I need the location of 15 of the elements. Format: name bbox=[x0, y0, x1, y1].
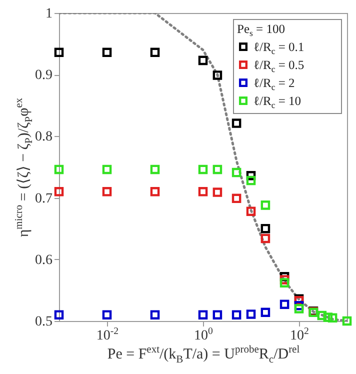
legend-label: ℓ/R$_{c}$ = 10 bbox=[254, 94, 302, 110]
legend-title: Pe$_{s}$ = 100 bbox=[237, 22, 285, 38]
y-tick-label: 0.9 bbox=[35, 68, 52, 84]
legend-label: ℓ/R$_{c}$ = 0.5 bbox=[254, 58, 304, 74]
x-tick-label: 10$^{2}$ bbox=[290, 326, 310, 344]
x-tick-label: 10$^{0}$ bbox=[194, 326, 214, 344]
y-tick-label: 0.5 bbox=[35, 314, 52, 330]
y-tick-label: 0.6 bbox=[35, 252, 52, 268]
legend-label: ℓ/R$_{c}$ = 0.1 bbox=[254, 40, 304, 56]
text: Pe = F$^{ext}$/(k$_{B}$T/a) = U$^{probe}$R$_{c}$/D$^{rel}$ bbox=[107, 344, 300, 366]
legend-label: ℓ/R$_{c}$ = 2 bbox=[254, 76, 295, 92]
y-tick-label: 0.7 bbox=[35, 191, 52, 206]
y-tick-label: 0.8 bbox=[35, 130, 52, 145]
x-tick-label: 10$^{-2}$ bbox=[96, 326, 119, 344]
y-tick-label: 1 bbox=[46, 6, 52, 22]
